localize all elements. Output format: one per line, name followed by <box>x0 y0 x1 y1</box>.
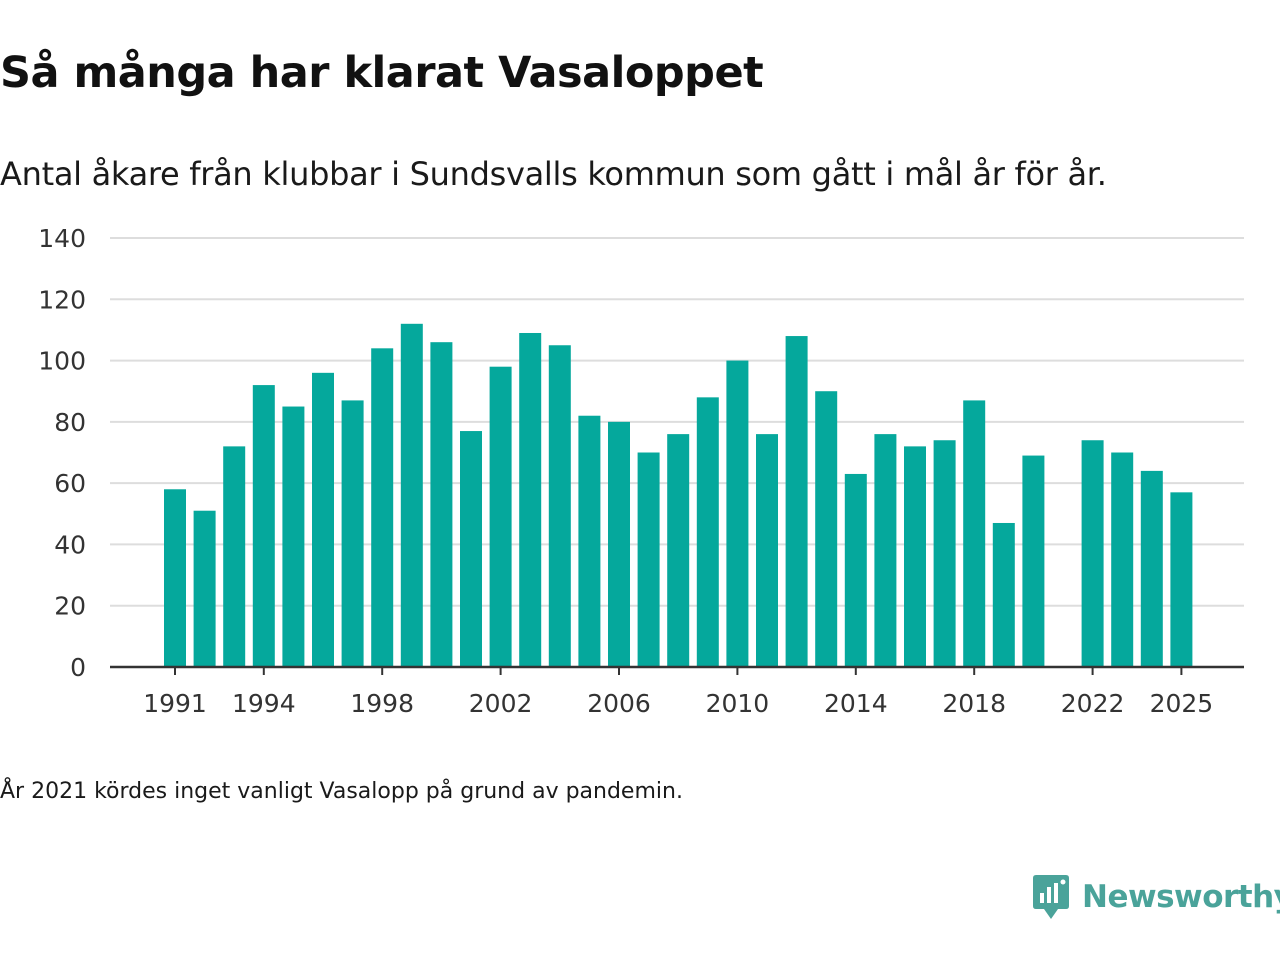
footnote: År 2021 kördes inget vanligt Vasalopp på… <box>0 779 683 804</box>
bar-2002 <box>489 366 512 667</box>
newsworthy-chart-bubble-icon <box>1033 875 1069 919</box>
x-tick-label: 1991 <box>143 689 207 718</box>
bar-2018 <box>963 400 986 667</box>
y-axis-labels: 0 20 40 60 80 100 120 140 <box>38 224 86 682</box>
y-tick-label: 80 <box>54 408 86 437</box>
bar-2007 <box>637 452 660 667</box>
bar-1999 <box>400 323 423 667</box>
y-tick-label: 20 <box>54 592 86 621</box>
bar-1996 <box>312 372 334 667</box>
bar-chart: 0 20 40 60 80 100 120 140 1991 1994 1998 2002 2006 2… <box>38 224 1244 718</box>
x-tick-label: 2014 <box>824 689 888 718</box>
bar-2003 <box>519 332 542 667</box>
bar-2020 <box>1022 455 1045 667</box>
chart-subtitle: Antal åkare från klubbar i Sundsvalls ko… <box>0 155 1107 193</box>
bar-1994 <box>252 385 275 667</box>
bar-1997 <box>341 400 364 667</box>
bar-2001 <box>460 431 482 667</box>
bar-1998 <box>371 348 394 667</box>
bar-1992 <box>193 510 216 667</box>
x-tick-label: 2002 <box>469 689 533 718</box>
brand-name: Newsworthy <box>1082 879 1280 915</box>
bar-2024 <box>1140 470 1163 667</box>
bar-2022 <box>1081 440 1104 667</box>
x-tick-label: 2006 <box>587 689 651 718</box>
bar-2015 <box>874 434 897 667</box>
bar-2008 <box>667 434 690 667</box>
y-tick-label: 40 <box>54 530 86 559</box>
bar-2006 <box>608 421 630 667</box>
bar-2025 <box>1170 492 1193 667</box>
x-tick-label: 2010 <box>706 689 770 718</box>
newsworthy-logo: Newsworthy <box>1032 872 1280 922</box>
bar-2017 <box>933 440 956 667</box>
x-tick-label: 2022 <box>1061 689 1125 718</box>
bar-2010 <box>726 360 749 667</box>
y-tick-label: 140 <box>38 224 86 253</box>
x-tick-label: 2018 <box>942 689 1006 718</box>
bar-2009 <box>696 397 719 667</box>
bar-2012 <box>785 336 808 667</box>
bar-1993 <box>223 446 246 667</box>
bar-1995 <box>282 406 305 667</box>
y-tick-label: 120 <box>38 285 86 314</box>
bar-2016 <box>904 446 926 667</box>
bar-2005 <box>578 415 601 667</box>
bar-2004 <box>548 345 571 667</box>
y-tick-label: 0 <box>70 653 86 682</box>
y-tick-label: 100 <box>38 347 86 376</box>
x-tick-label: 2025 <box>1150 689 1214 718</box>
chart-title: Så många har klarat Vasaloppet <box>0 48 764 98</box>
x-tick-label: 1994 <box>232 689 296 718</box>
x-tick-label: 1998 <box>350 689 414 718</box>
bar-1991 <box>164 489 186 667</box>
bar-2013 <box>815 391 838 667</box>
x-axis <box>110 665 1244 675</box>
bar-2014 <box>844 473 867 667</box>
bars <box>164 323 1193 667</box>
y-tick-label: 60 <box>54 469 86 498</box>
x-axis-labels: 1991 1994 1998 2002 2006 2010 2014 2018 2022 2025 <box>143 689 1213 718</box>
bar-2019 <box>992 522 1015 667</box>
bar-2000 <box>430 342 453 667</box>
bar-2023 <box>1111 452 1134 667</box>
bar-2011 <box>756 434 778 667</box>
